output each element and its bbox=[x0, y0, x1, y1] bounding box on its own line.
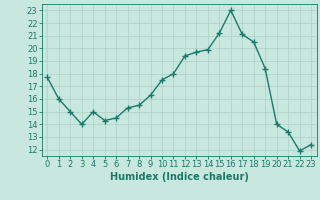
X-axis label: Humidex (Indice chaleur): Humidex (Indice chaleur) bbox=[110, 172, 249, 182]
